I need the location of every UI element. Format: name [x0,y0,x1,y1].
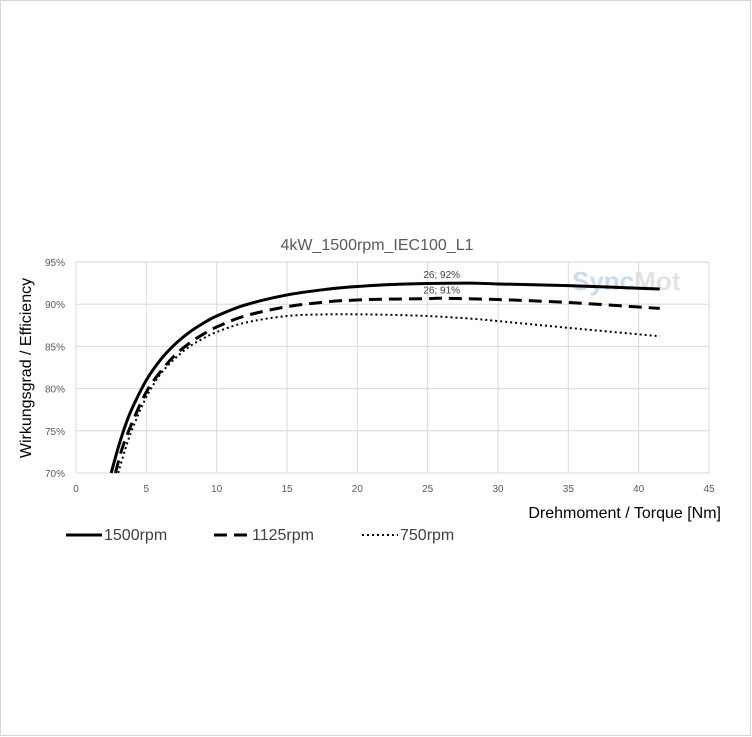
y-axis-title: Wirkungsgrad / Efficiency [18,278,35,458]
legend-label-1500rpm: 1500rpm [104,527,167,544]
series-line-1500rpm [109,281,660,474]
x-tick-label: 10 [211,484,223,495]
legend-label-750rpm: 750rpm [400,527,454,544]
series-lines [109,281,660,474]
x-tick-label: 25 [422,484,434,495]
x-tick-label: 45 [703,484,715,495]
grid-lines [75,261,710,474]
y-tick-label: 95% [45,258,65,269]
legend: 1500rpm 1125rpm 750rpm [66,527,454,544]
watermark-text-sync: SyncMot [572,266,681,296]
x-tick-label: 40 [633,484,645,495]
data-annotations: 26; 92% 26; 91% [423,270,460,296]
chart-title: 4kW_1500rpm_IEC100_L1 [280,237,473,254]
x-tick-label: 35 [563,484,575,495]
x-tick-label: 30 [492,484,504,495]
y-tick-label: 75% [45,427,65,438]
x-tick-label: 15 [281,484,293,495]
x-tick-label: 0 [73,484,79,495]
watermark-sync: Sync [572,266,634,296]
x-axis-ticks: 0 5 10 15 20 25 30 35 40 45 [73,484,715,495]
x-axis-title: Drehmoment / Torque [Nm] [528,505,721,522]
watermark-mot: Mot [634,266,681,296]
series-line-750rpm [117,313,660,474]
y-tick-label: 90% [45,300,65,311]
y-tick-label: 80% [45,385,65,396]
watermark-logo: SyncMot [572,266,681,296]
data-label: 26; 92% [423,270,460,281]
series-line-1125rpm [113,296,660,474]
x-tick-label: 20 [352,484,364,495]
y-axis-ticks: 70% 75% 80% 85% 90% 95% [45,258,65,480]
y-tick-label: 85% [45,342,65,353]
y-tick-label: 70% [45,469,65,480]
legend-label-1125rpm: 1125rpm [252,527,314,544]
x-tick-label: 5 [144,484,150,495]
data-label: 26; 91% [423,285,460,296]
